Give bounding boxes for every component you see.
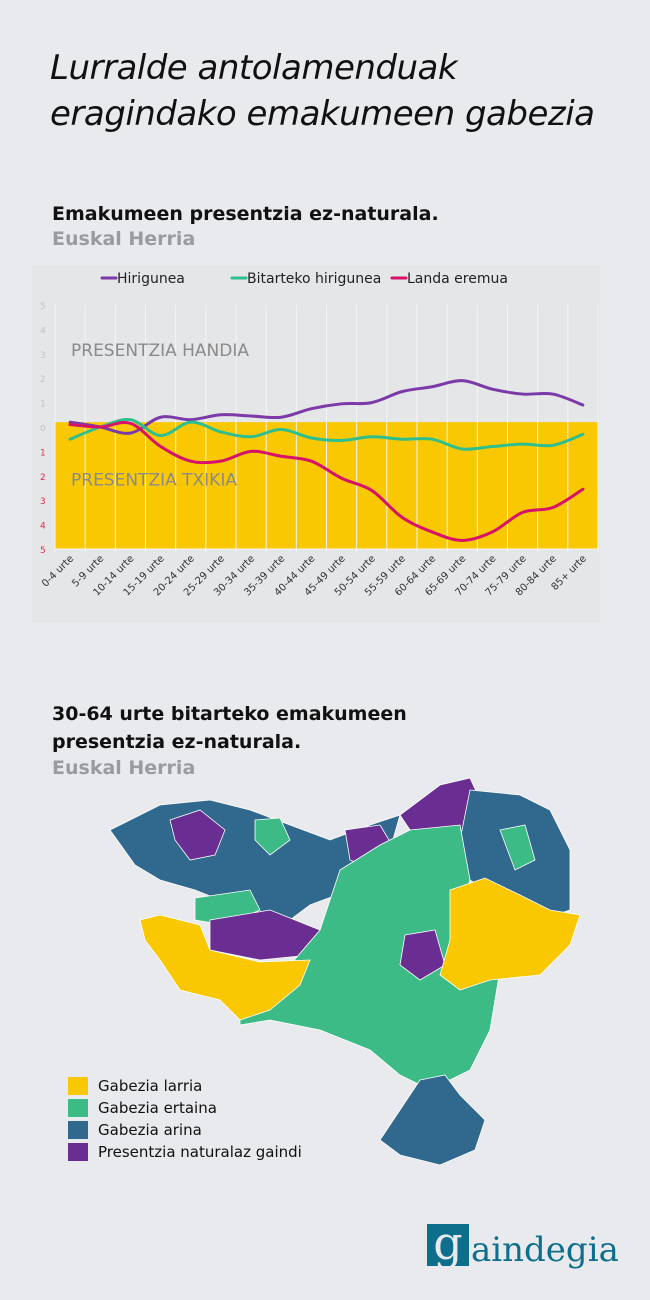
choropleth-map xyxy=(109,777,581,1166)
map-subtitle: Euskal Herria xyxy=(52,757,196,779)
y-tick-label: 3 xyxy=(40,351,46,361)
map-title-line-2: presentzia ez-naturala. xyxy=(52,731,302,753)
map-title: 30-64 urte bitarteko emakumeen presentzi… xyxy=(52,700,407,756)
legend-item: Presentzia naturalaz gaindi xyxy=(68,1141,302,1163)
legend-swatch xyxy=(68,1099,88,1117)
map-legend: Gabezia larria Gabezia ertaina Gabezia a… xyxy=(68,1075,302,1163)
logo-mark: g xyxy=(427,1224,469,1266)
logo-text: aindegia xyxy=(471,1230,619,1270)
title-line-2: eragindako emakumeen gabezia xyxy=(50,94,595,134)
region-larria-west xyxy=(139,914,311,1021)
legend-label: Landa eremua xyxy=(407,271,508,287)
y-tick-label: 5 xyxy=(40,302,46,312)
region-larria-east xyxy=(439,877,581,991)
zone-annotation: PRESENTZIA TXIKIA xyxy=(71,471,237,491)
chart-subtitle: Euskal Herria xyxy=(52,228,196,250)
legend-label: Hirigunea xyxy=(117,271,185,287)
zone-annotation: PRESENTZIA HANDIA xyxy=(71,341,249,361)
title-line-1: Lurralde antolamenduak xyxy=(50,48,458,88)
y-tick-label: 3 xyxy=(40,497,46,507)
series-line-2 xyxy=(68,421,585,542)
page-title: Lurralde antolamenduak eragindako emakum… xyxy=(50,45,595,137)
legend-swatch xyxy=(68,1077,88,1095)
y-tick-label: 1 xyxy=(40,448,46,458)
gaindegia-logo: g aindegia xyxy=(427,1224,619,1270)
legend-label: Presentzia naturalaz gaindi xyxy=(98,1143,302,1161)
region-naturalaz-1 xyxy=(169,809,226,861)
legend-swatch xyxy=(68,1143,88,1161)
y-tick-label: 2 xyxy=(40,375,46,385)
map-title-line-1: 30-64 urte bitarteko emakumeen xyxy=(52,703,407,725)
region-ertaina-3 xyxy=(499,824,536,871)
region-naturalaz-5 xyxy=(399,929,446,981)
legend-label: Gabezia ertaina xyxy=(98,1099,217,1117)
legend-label: Bitarteko hirigunea xyxy=(247,271,381,287)
legend-item: Gabezia arina xyxy=(68,1119,302,1141)
region-arina-south xyxy=(379,1074,486,1166)
chart-title: Emakumeen presentzia ez-naturala. xyxy=(52,203,439,225)
series-line-0 xyxy=(68,379,585,435)
y-tick-label: 5 xyxy=(40,546,46,556)
region-ertaina-1 xyxy=(254,817,291,856)
legend-item: Gabezia ertaina xyxy=(68,1097,302,1119)
x-tick-label: 0-4 urte xyxy=(40,553,76,589)
line-chart: 5 4 3 2 1 0 1 2 3 4 5 PRESENTZIA HANDIA PRESENTZIA T… xyxy=(32,265,600,623)
y-tick-label: 4 xyxy=(40,522,46,532)
legend-label: Gabezia arina xyxy=(98,1121,202,1139)
series-line-1 xyxy=(68,417,585,451)
y-tick-label: 0 xyxy=(40,424,46,434)
y-tick-label: 4 xyxy=(40,326,46,336)
legend-item: Gabezia larria xyxy=(68,1075,302,1097)
y-tick-label: 1 xyxy=(40,400,46,410)
y-tick-label: 2 xyxy=(40,473,46,483)
legend-swatch xyxy=(68,1121,88,1139)
legend-label: Gabezia larria xyxy=(98,1077,203,1095)
